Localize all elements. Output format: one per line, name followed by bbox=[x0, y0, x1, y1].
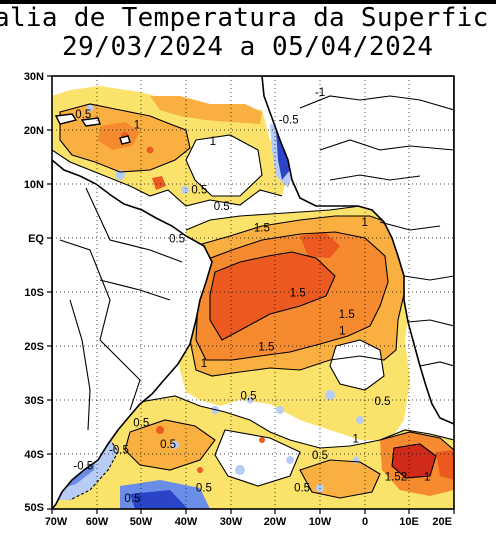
contour-value-label: 0.5 bbox=[160, 439, 176, 451]
lon-label: 60W bbox=[86, 516, 109, 528]
contour-value-label: 0.5 bbox=[375, 396, 391, 408]
contour-value-label: 0.5 bbox=[133, 417, 149, 429]
lon-label: 10W bbox=[309, 516, 332, 528]
tick-marks bbox=[47, 75, 455, 514]
lon-label: 0 bbox=[362, 516, 368, 528]
contour-labels: 0.5 1 1 -1 -0.5 0.5 0.5 1.5 1 0.5 1.5 1.5 1 1.5 1 0.5 0.… bbox=[73, 87, 430, 505]
lat-label: 40S bbox=[24, 449, 44, 461]
lon-label: 70W bbox=[45, 516, 68, 528]
contour-value-label: 0.5 bbox=[214, 201, 230, 213]
country-borders bbox=[59, 95, 454, 431]
lat-label: 30S bbox=[24, 395, 44, 407]
lat-label: 10S bbox=[24, 287, 44, 299]
contour-value-label: -1 bbox=[315, 87, 325, 99]
lon-label: 10E bbox=[399, 516, 419, 528]
window-edge bbox=[0, 0, 496, 4]
contour-value-label: -0.5 bbox=[279, 114, 299, 126]
lat-label: 20S bbox=[24, 341, 44, 353]
warm-region-north-1-5 bbox=[98, 122, 140, 150]
contour-value-label: 1.5 bbox=[290, 288, 306, 300]
contour-value-label: 0.5 bbox=[75, 109, 91, 121]
lat-labels: 30N 20N 10N EQ 10S 20S 30S 40S 50S bbox=[24, 71, 45, 514]
contour-value-label: 1 bbox=[201, 358, 207, 370]
contour-value-label: 1 bbox=[361, 217, 367, 229]
lon-label: 30W bbox=[220, 516, 243, 528]
contour-value-label: 1.5 bbox=[254, 223, 270, 235]
warm-region-south-1 bbox=[125, 420, 215, 470]
lat-label: 30N bbox=[24, 71, 44, 83]
lat-label: 50S bbox=[24, 502, 44, 514]
lat-lon-grid bbox=[52, 76, 454, 509]
warm-region-tropical-2 bbox=[210, 252, 335, 340]
contour-value-label: 1 bbox=[210, 136, 216, 148]
contour-value-label: 1 bbox=[352, 434, 358, 446]
contour-value-label: 1.5 bbox=[339, 309, 355, 321]
contour-value-label: 1.5 bbox=[258, 342, 274, 354]
contour-value-label: -0.5 bbox=[109, 445, 129, 457]
map-title: alia de Temperatura da Superficie da bbox=[0, 5, 490, 31]
contour-value-label: -0.5 bbox=[73, 461, 93, 473]
lon-label: 50W bbox=[130, 516, 153, 528]
warm-hot-patches bbox=[121, 132, 265, 473]
lat-label: 20N bbox=[24, 125, 44, 137]
contour-value-label: 0.5 bbox=[169, 233, 185, 245]
contour-value-label: 1 bbox=[339, 325, 345, 337]
warm-region-south-east-3 bbox=[392, 444, 436, 478]
contour-value-label: 1.52 bbox=[385, 472, 407, 484]
lat-label: EQ bbox=[28, 233, 44, 245]
contour-value-label: 0.5 bbox=[241, 390, 257, 402]
white-gap-tropical bbox=[330, 340, 384, 390]
lon-labels: 70W 60W 50W 40W 30W 20W 10W 0 10E 20E bbox=[45, 516, 452, 528]
lon-label: 20W bbox=[264, 516, 287, 528]
warm-region-south-east-4 bbox=[436, 450, 454, 480]
contour-value-label: 0.5 bbox=[196, 482, 212, 494]
cold-region-bottom-2 bbox=[130, 490, 188, 509]
contour-lines bbox=[52, 103, 454, 501]
south-america-land bbox=[52, 158, 213, 509]
lon-label: 20E bbox=[432, 516, 452, 528]
contour-value-label: 0.5 bbox=[312, 450, 328, 462]
lat-label: 10N bbox=[24, 179, 44, 191]
caribbean-islands bbox=[54, 113, 131, 145]
white-gap-north bbox=[186, 135, 262, 196]
contour-value-label: 0.5 bbox=[124, 493, 140, 505]
contour-value-label: 1 bbox=[424, 472, 430, 484]
contour-value-label: 0.5 bbox=[191, 185, 207, 197]
warm-region-north-1b bbox=[150, 96, 262, 124]
map-date-range: 29/03/2024 a 05/04/2024 bbox=[62, 34, 434, 60]
contour-value-label: 1 bbox=[134, 120, 140, 132]
contour-value-label: 0.5 bbox=[294, 482, 310, 494]
lon-label: 40W bbox=[175, 516, 198, 528]
warm-region-north-2 bbox=[152, 176, 166, 190]
africa-land bbox=[261, 76, 454, 425]
